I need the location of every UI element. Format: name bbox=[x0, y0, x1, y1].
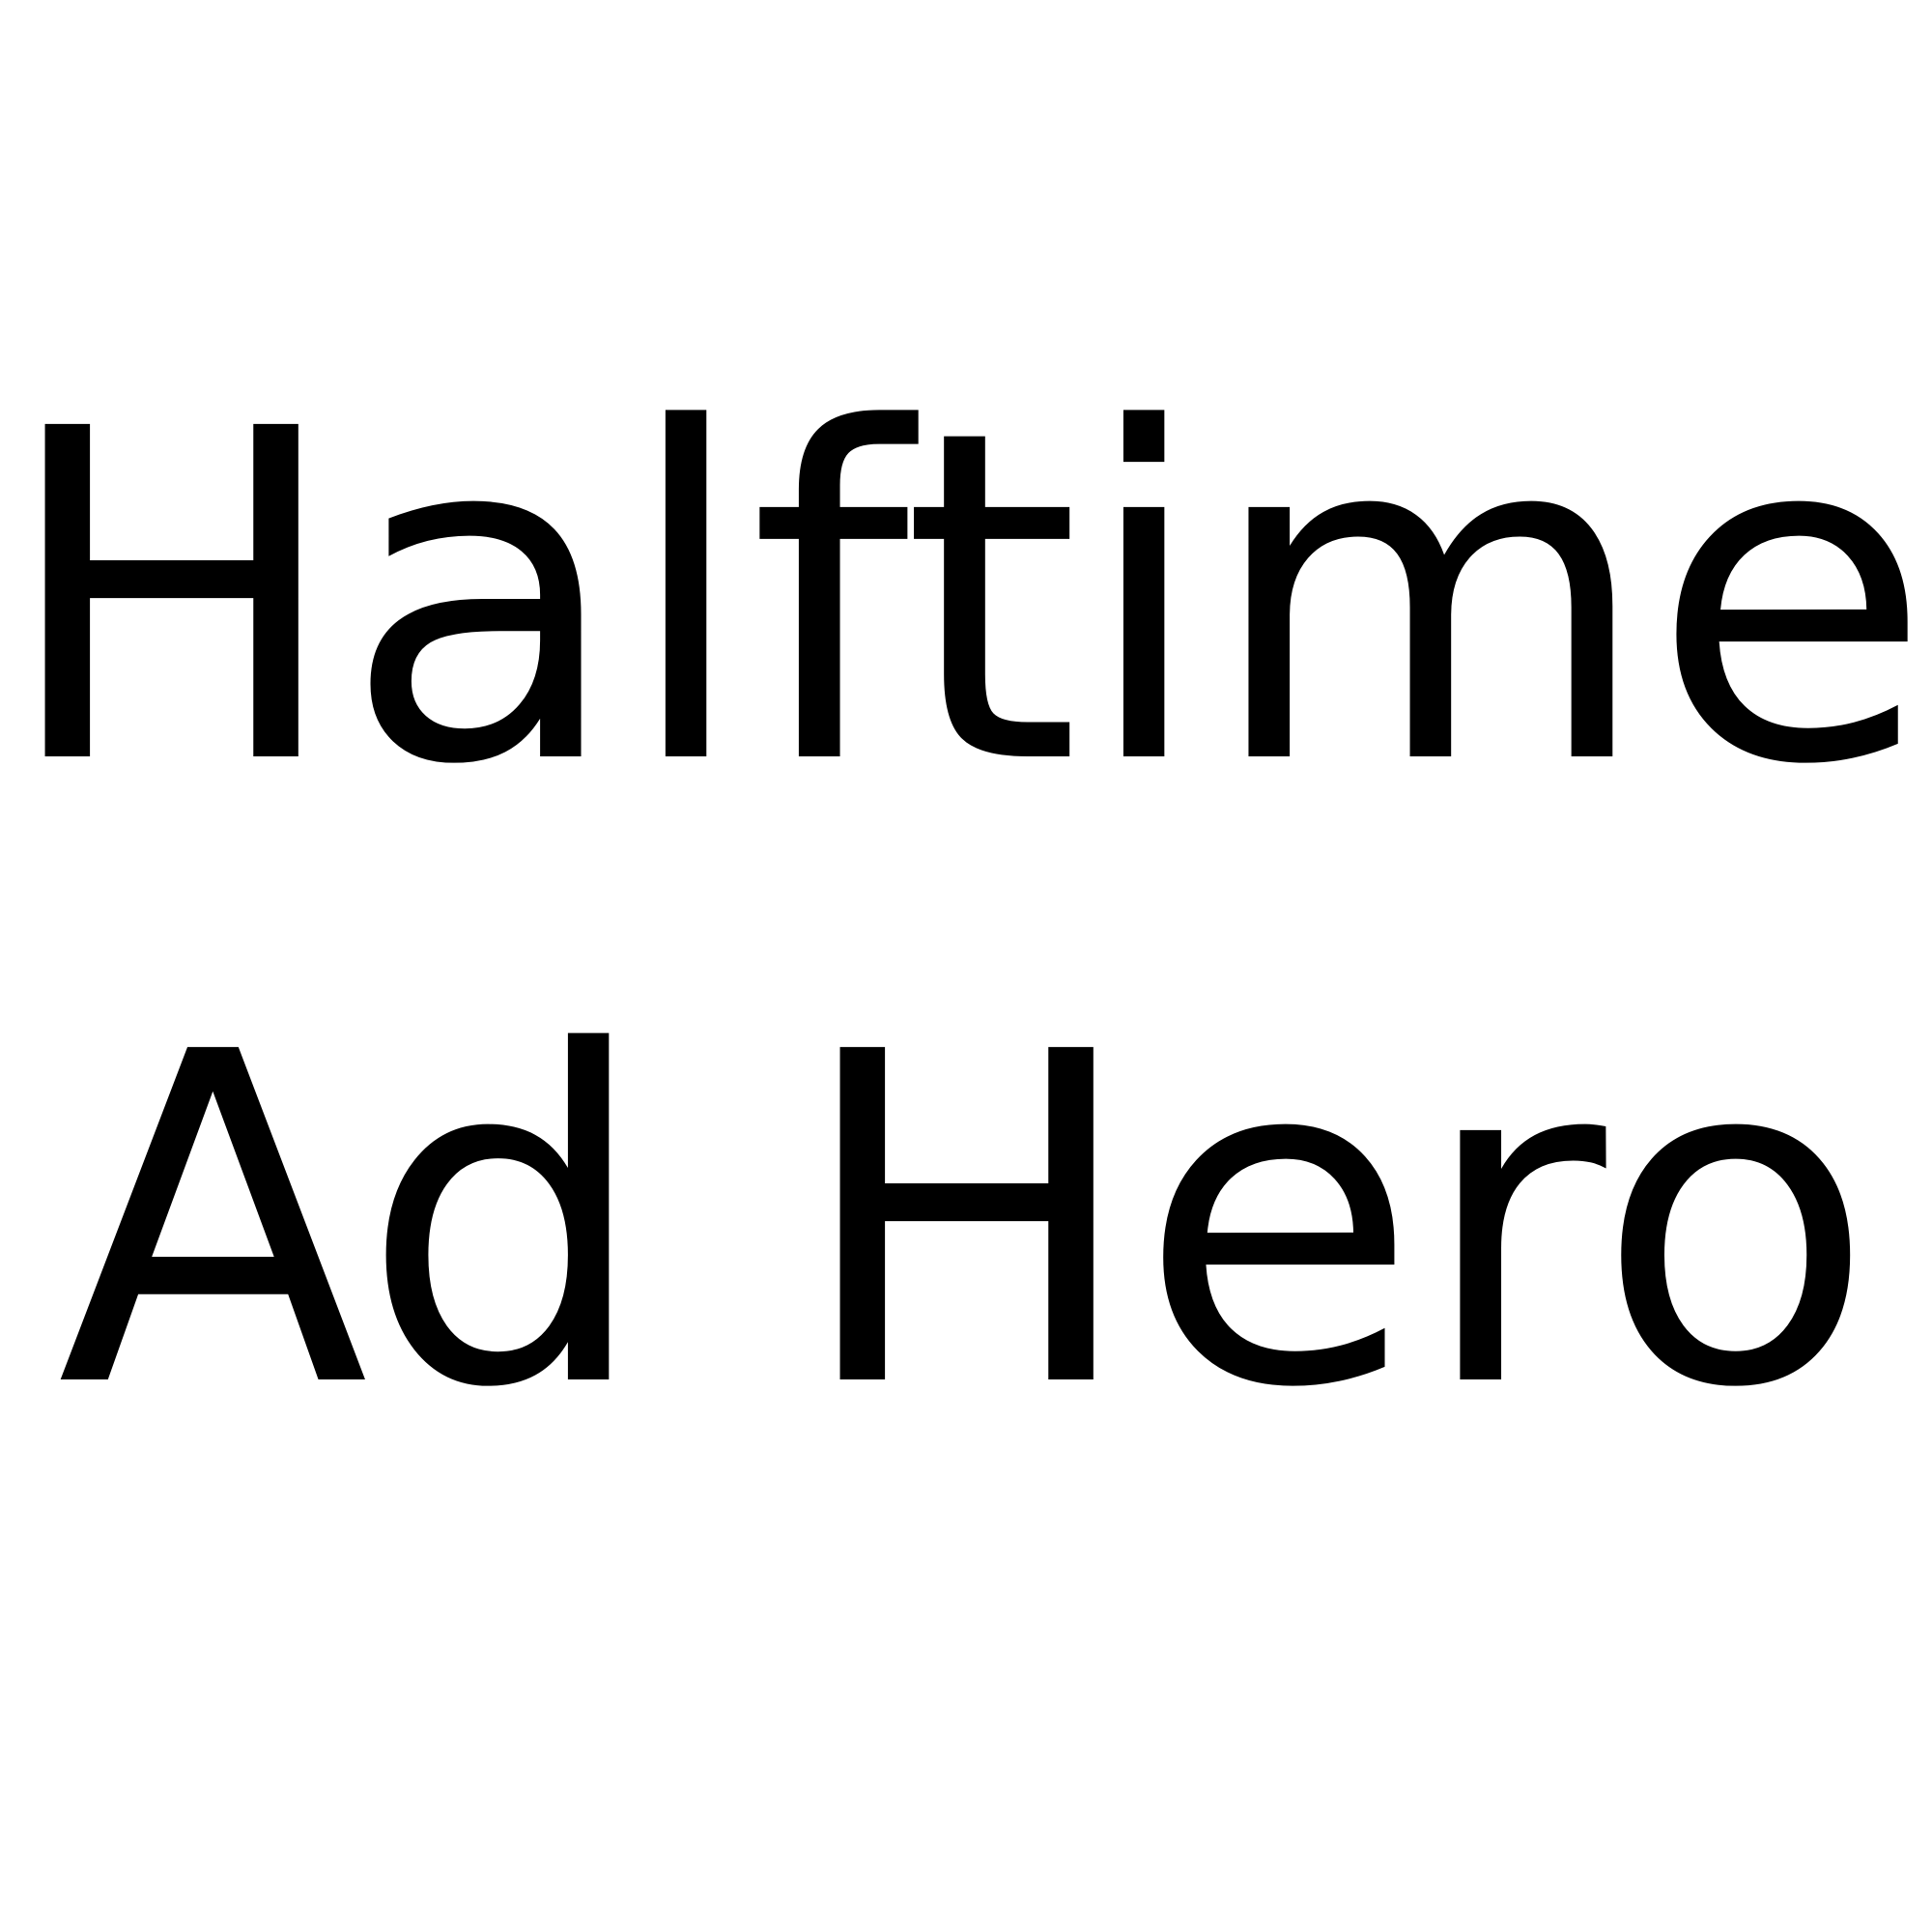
title-line-2: Ad Hero bbox=[56, 957, 1875, 1488]
title-line-1: Halftime bbox=[0, 334, 1932, 865]
